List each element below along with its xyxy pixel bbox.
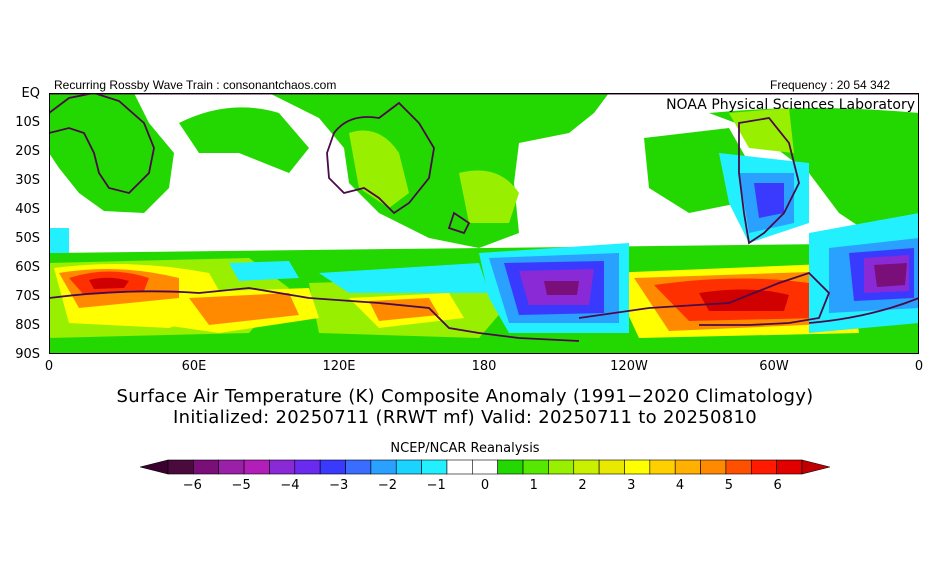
colorbar-tick-label: −6 bbox=[182, 478, 202, 493]
x-tick-label: 60E bbox=[181, 359, 207, 374]
colorbar-cell bbox=[294, 459, 321, 475]
header-frequency-text: Frequency : 20 54 342 bbox=[770, 78, 891, 92]
colorbar-tick-label: 2 bbox=[578, 478, 587, 493]
y-tick-label: 90S bbox=[15, 347, 40, 362]
colorbar-tick-label: −4 bbox=[280, 478, 300, 493]
colorbar-cell bbox=[649, 459, 676, 475]
colorbar-cell bbox=[243, 459, 270, 475]
anomaly-map: NOAA Physical Sciences Laboratory bbox=[49, 93, 919, 354]
y-tick-label: EQ bbox=[21, 86, 40, 101]
colorbar bbox=[140, 459, 830, 475]
colorbar-cell bbox=[598, 459, 625, 475]
colorbar-cell bbox=[624, 459, 651, 475]
x-tick-label: 120W bbox=[610, 359, 648, 374]
y-tick-label: 50S bbox=[15, 231, 40, 246]
colorbar-cell bbox=[472, 459, 498, 475]
y-tick-label: 40S bbox=[15, 202, 40, 217]
map-title-line1: Surface Air Temperature (K) Composite An… bbox=[116, 386, 814, 407]
x-tick-label: 120E bbox=[322, 359, 356, 374]
colorbar-source: NCEP/NCAR Reanalysis bbox=[390, 441, 540, 456]
colorbar-tick-label: 5 bbox=[724, 478, 733, 493]
colorbar-cell bbox=[345, 459, 372, 475]
y-tick-label: 10S bbox=[15, 115, 40, 130]
lab-label: NOAA Physical Sciences Laboratory bbox=[666, 97, 915, 113]
colorbar-cell bbox=[548, 459, 575, 475]
colorbar-arrow-low bbox=[140, 459, 169, 475]
colorbar-cell bbox=[319, 459, 346, 475]
y-tick-label: 60S bbox=[15, 260, 40, 275]
x-tick-label: 60W bbox=[759, 359, 789, 374]
anomaly-fill-plus6 bbox=[89, 277, 789, 311]
colorbar-cell bbox=[269, 459, 296, 475]
anomaly-fill-minus5 bbox=[544, 263, 907, 295]
x-tick-label: 0 bbox=[44, 359, 54, 374]
y-tick-label: 20S bbox=[15, 144, 40, 159]
colorbar-cell bbox=[370, 459, 397, 475]
y-tick-label: 70S bbox=[15, 289, 40, 304]
colorbar-tick-label: −3 bbox=[329, 478, 349, 493]
colorbar-cell bbox=[725, 459, 752, 475]
colorbar-tick-label: −5 bbox=[231, 478, 251, 493]
colorbar-cell bbox=[700, 459, 727, 475]
colorbar-tick-label: 6 bbox=[773, 478, 782, 493]
colorbar-cell bbox=[167, 459, 194, 475]
colorbar-arrow-high bbox=[801, 459, 830, 475]
colorbar-cell bbox=[218, 459, 245, 475]
colorbar-cell bbox=[421, 459, 448, 475]
colorbar-cell bbox=[674, 459, 701, 475]
colorbar-cell bbox=[193, 459, 220, 475]
colorbar-tick-label: 1 bbox=[529, 478, 538, 493]
colorbar-cell bbox=[395, 459, 422, 475]
colorbar-cell bbox=[497, 459, 524, 475]
colorbar-cell bbox=[750, 459, 777, 475]
y-tick-label: 80S bbox=[15, 318, 40, 333]
header-source-text: Recurring Rossby Wave Train : consonantc… bbox=[54, 78, 337, 92]
colorbar-cell bbox=[446, 459, 473, 475]
colorbar-tick-label: 4 bbox=[675, 478, 685, 493]
colorbar-cell bbox=[522, 459, 549, 475]
colorbar-tick-label: −2 bbox=[377, 478, 398, 493]
colorbar-cell bbox=[573, 459, 600, 475]
x-tick-label: 0 bbox=[914, 359, 924, 374]
x-tick-label: 180 bbox=[471, 359, 497, 374]
colorbar-tick-label: 0 bbox=[480, 478, 490, 493]
colorbar-tick-label: −1 bbox=[426, 478, 446, 493]
colorbar-tick-label: 3 bbox=[627, 478, 636, 493]
map-title-line2: Initialized: 20250711 (RRWT mf) Valid: 2… bbox=[173, 407, 757, 428]
colorbar-cell bbox=[776, 459, 803, 475]
y-tick-label: 30S bbox=[15, 173, 40, 188]
